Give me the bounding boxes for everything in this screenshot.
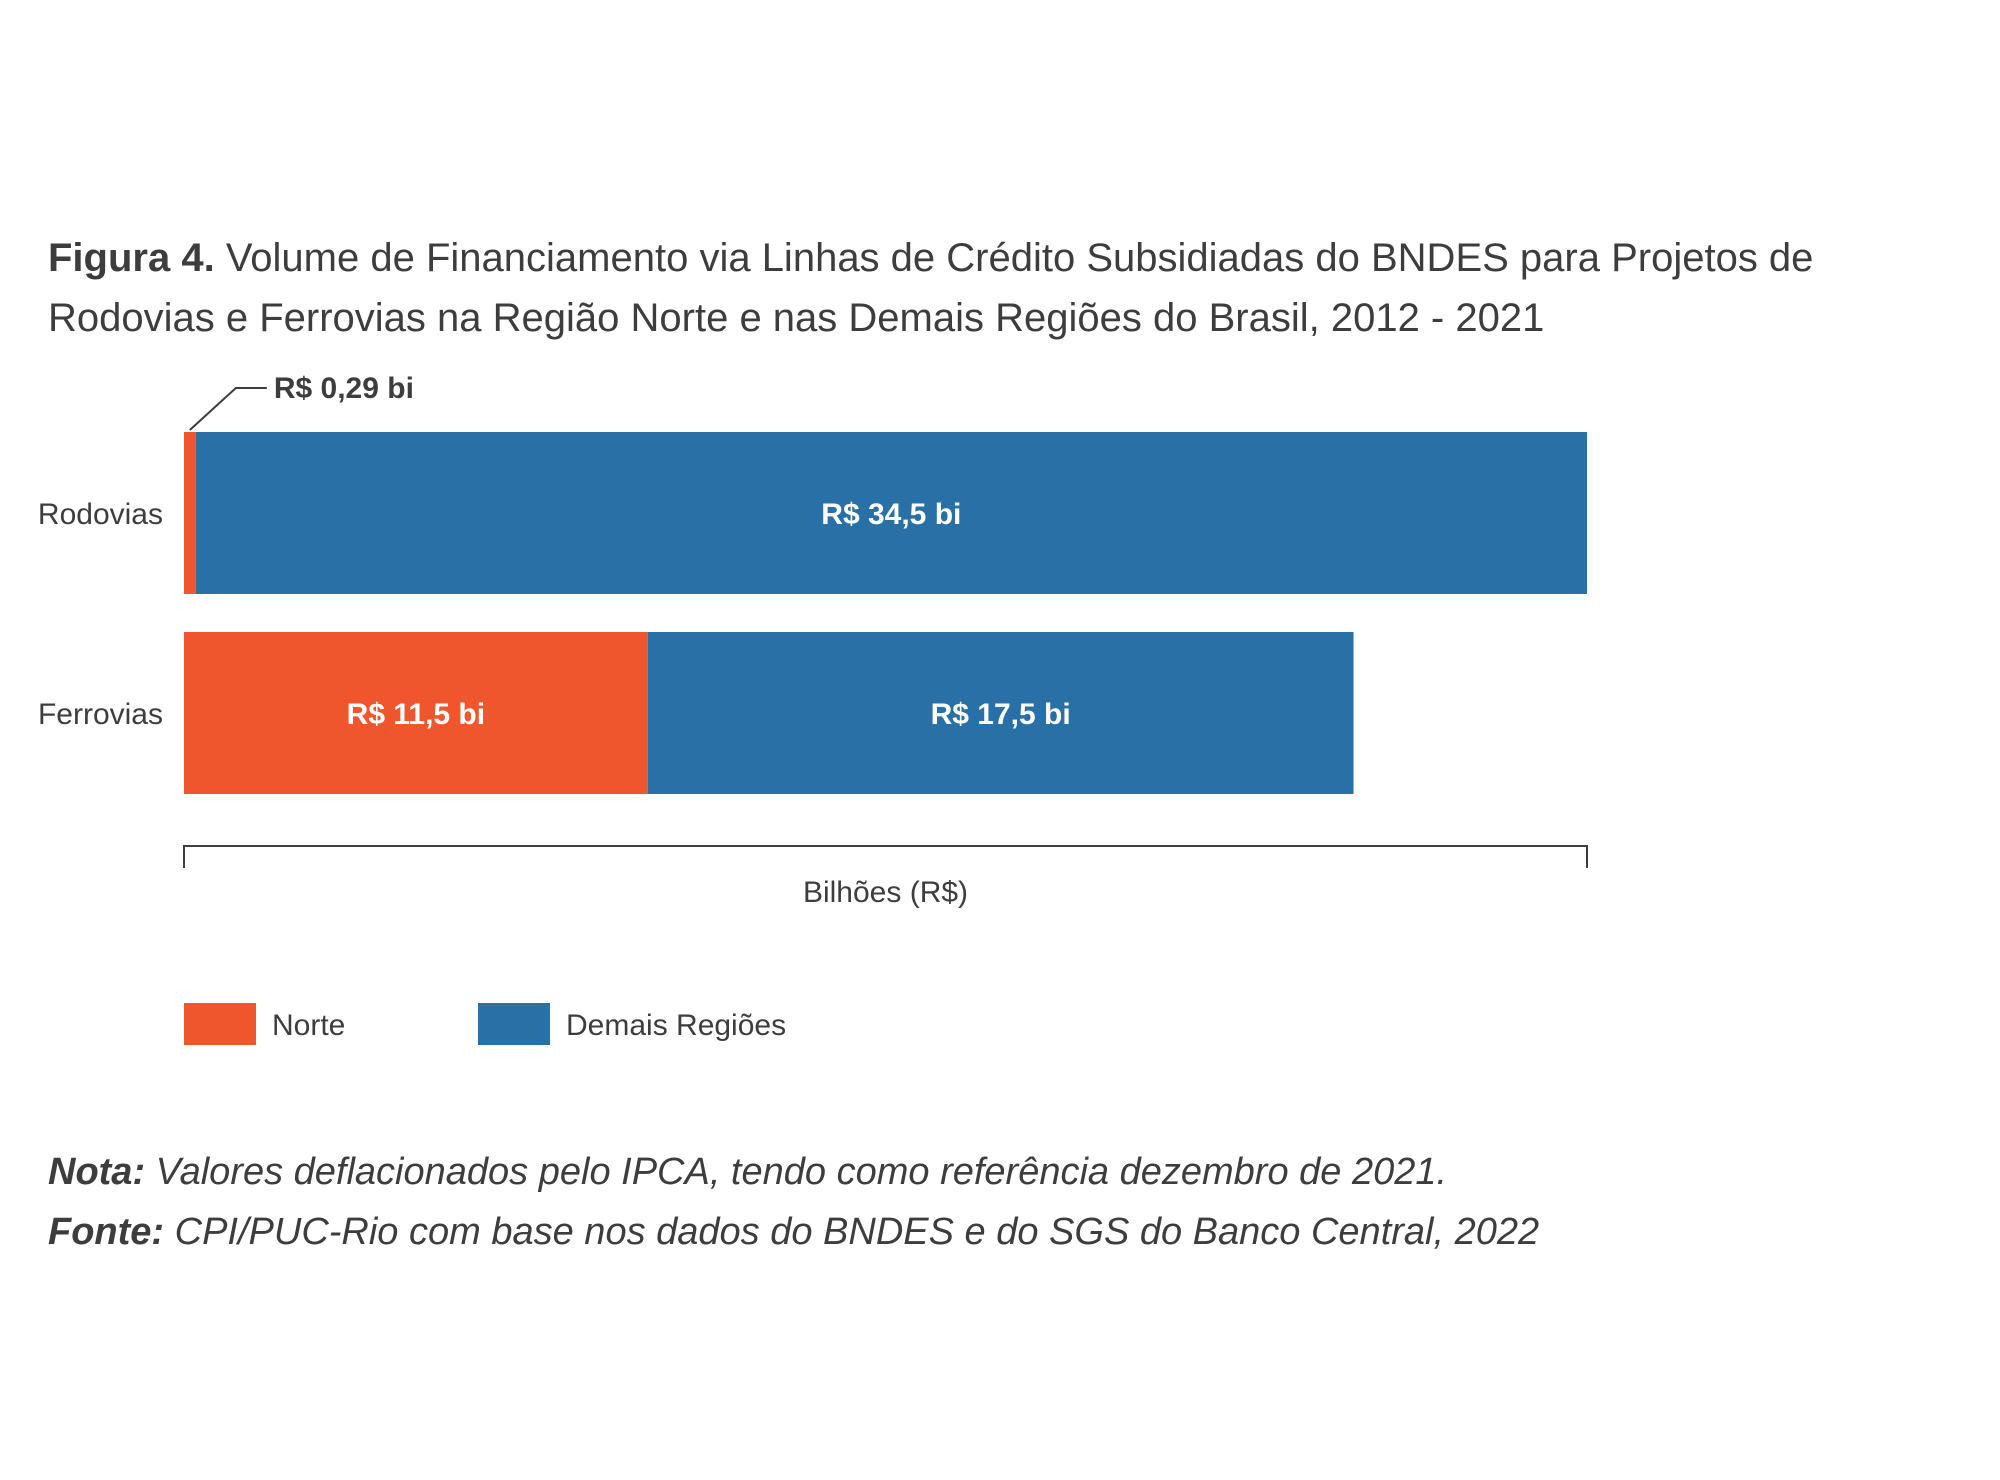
data-label: R$ 17,5 bi [931,698,1071,731]
legend-label-demais: Demais Regiões [566,1009,786,1042]
data-label: R$ 34,5 bi [821,498,961,531]
data-label-callout: R$ 0,29 bi [274,372,414,405]
note-text: Valores deflacionados pelo IPCA, tendo c… [145,1151,1448,1193]
source-line: Fonte: CPI/PUC-Rio com base nos dados do… [48,1202,1948,1262]
legend-swatch-demais [478,1003,550,1045]
callout-leader-line [189,387,267,431]
chart-notes: Nota: Valores deflacionados pelo IPCA, t… [48,1142,1948,1262]
x-axis-line [183,845,1588,868]
category-label-ferrovias: Ferrovias [38,698,163,731]
note-label: Nota: [48,1151,146,1193]
note-line: Nota: Valores deflacionados pelo IPCA, t… [48,1142,1948,1202]
bar-ferrovias-demais [647,632,1354,794]
chart-title: Figura 4. Volume de Financiamento via Li… [48,228,1968,348]
bar-ferrovias-norte [184,632,648,794]
legend-label-norte: Norte [272,1009,345,1042]
source-label: Fonte: [48,1211,165,1253]
category-label-rodovias: Rodovias [38,498,163,531]
figure-number: Figura 4. [48,236,215,280]
bar-rodovias-demais [195,432,1587,594]
data-label: R$ 11,5 bi [347,698,485,731]
stacked-bar-chart: Rodovias R$ 0,29 bi R$ 34,5 bi Ferrovias R$ … [38,372,1588,1045]
bar-rodovias-norte [184,432,196,594]
legend-swatch-norte [184,1003,256,1045]
x-axis-label: Bilhões (R$) [803,876,968,909]
source-text: CPI/PUC-Rio com base nos dados do BNDES … [164,1211,1540,1253]
figure-title-text: Volume de Financiamento via Linhas de Cr… [48,236,1814,340]
